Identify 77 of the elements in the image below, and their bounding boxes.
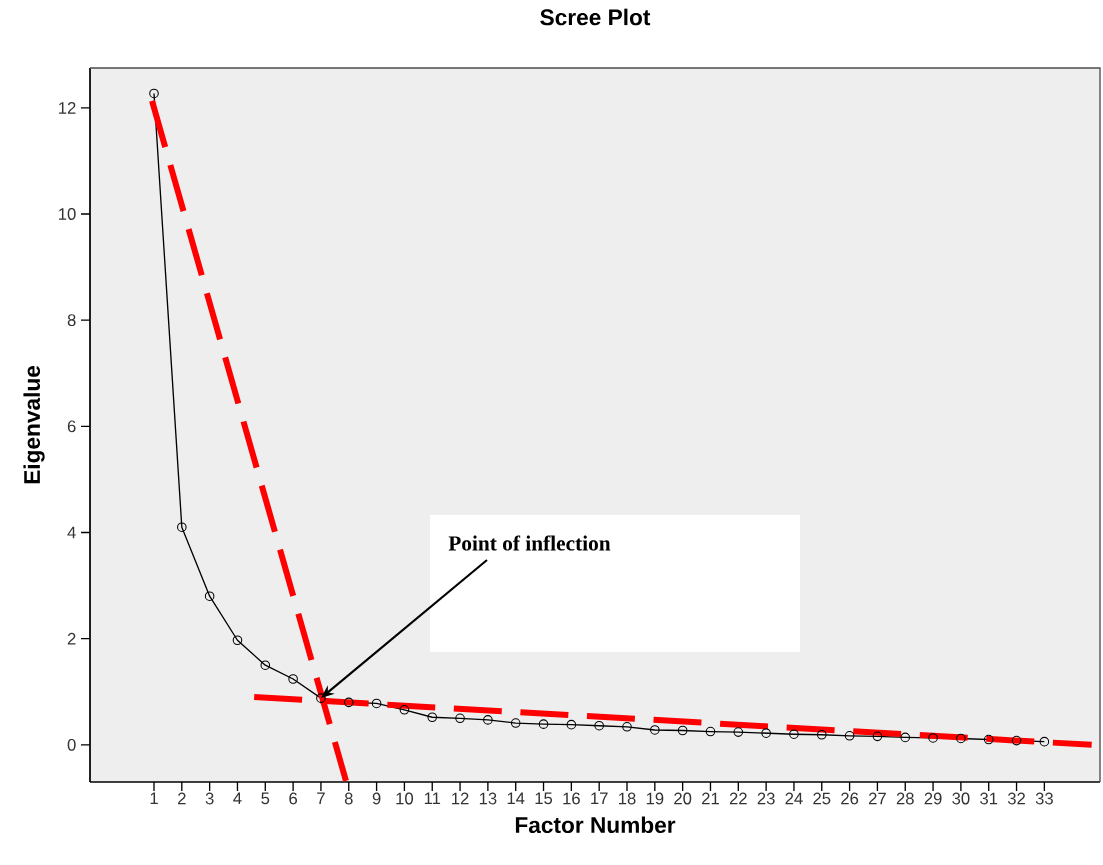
point (510, 718, 521, 728)
point (427, 712, 438, 723)
y-tick-label: 8 (67, 314, 76, 327)
point (1011, 735, 1022, 746)
point (177, 522, 187, 532)
point (399, 705, 410, 715)
y-tick-label: 12 (59, 101, 76, 114)
x-tick-label: 25 (813, 792, 831, 805)
point (622, 721, 632, 732)
point (483, 715, 493, 725)
x-tick-label: 20 (674, 792, 692, 805)
point (761, 728, 771, 738)
x-tick-label: 14 (507, 792, 525, 805)
point (789, 729, 799, 740)
y-axis-title: Eigenvalue (23, 365, 45, 484)
x-tick-label: 29 (924, 792, 942, 805)
x-tick-label: 22 (729, 792, 747, 805)
y-tick-label: 0 (67, 738, 76, 751)
x-tick-label: 2 (178, 792, 186, 805)
point (733, 727, 744, 737)
point (983, 734, 994, 745)
x-tick-label: 16 (563, 792, 580, 805)
x-tick-label: 12 (452, 792, 469, 805)
point (844, 731, 855, 741)
x-tick-label: 7 (317, 792, 325, 805)
x-tick-label: 3 (205, 792, 214, 805)
point (872, 731, 883, 742)
point (149, 88, 159, 99)
point (900, 732, 911, 743)
point (260, 660, 271, 671)
x-tick-label: 23 (757, 792, 775, 805)
x-tick-label: 28 (896, 792, 914, 805)
point (928, 733, 938, 743)
chart-title: Scree Plot (540, 8, 651, 26)
x-tick-label: 4 (233, 792, 242, 805)
point (1039, 736, 1050, 747)
point (538, 719, 549, 729)
x-tick-label: 19 (646, 792, 664, 805)
y-tick-label: 2 (67, 632, 76, 645)
point (594, 720, 604, 731)
x-tick-label: 33 (1035, 792, 1053, 805)
x-tick-label: 32 (1007, 792, 1025, 805)
x-tick-label: 13 (479, 792, 497, 805)
x-axis-title: Factor Number (515, 816, 676, 834)
x-tick-label: 10 (396, 792, 414, 805)
point (288, 674, 298, 684)
y-tick-label: 6 (67, 420, 76, 433)
point (650, 725, 660, 735)
x-tick-label: 18 (619, 792, 636, 805)
y-tick-label: 10 (59, 208, 76, 220)
point (455, 713, 465, 724)
x-tick-label: 6 (289, 792, 298, 805)
x-tick-label: 26 (841, 792, 859, 805)
x-tick-label: 15 (535, 792, 553, 805)
x-tick-label: 1 (150, 792, 158, 805)
y-tick-label: 4 (67, 526, 76, 539)
x-tick-label: 9 (372, 792, 381, 805)
point (204, 591, 215, 601)
point (705, 726, 716, 737)
point (677, 725, 688, 736)
x-tick-label: 11 (424, 792, 441, 805)
point (816, 729, 827, 740)
point (316, 693, 326, 703)
x-tick-label: 17 (591, 792, 608, 805)
point (956, 733, 966, 744)
point (566, 719, 577, 730)
x-tick-label: 21 (702, 792, 719, 805)
point (371, 698, 382, 709)
point (232, 635, 243, 646)
x-tick-label: 8 (344, 792, 353, 805)
x-tick-label: 24 (785, 792, 803, 805)
x-tick-label: 30 (952, 792, 970, 805)
point (343, 697, 354, 708)
annotation: Point of inflection (448, 535, 611, 551)
x-tick-label: 5 (261, 792, 270, 805)
x-tick-label: 31 (980, 792, 998, 805)
x-tick-label: 27 (868, 792, 886, 805)
